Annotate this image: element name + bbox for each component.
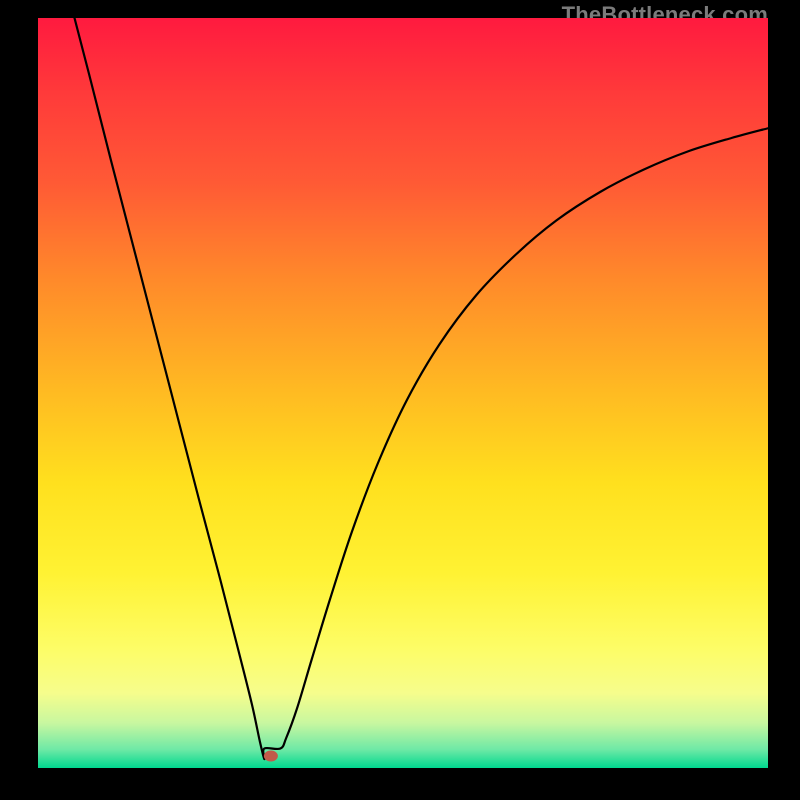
chart-svg xyxy=(38,18,768,768)
plot-area xyxy=(38,18,768,768)
optimal-marker xyxy=(264,751,278,762)
figure-frame: TheBottleneck.com xyxy=(0,0,800,800)
gradient-background xyxy=(38,18,768,768)
